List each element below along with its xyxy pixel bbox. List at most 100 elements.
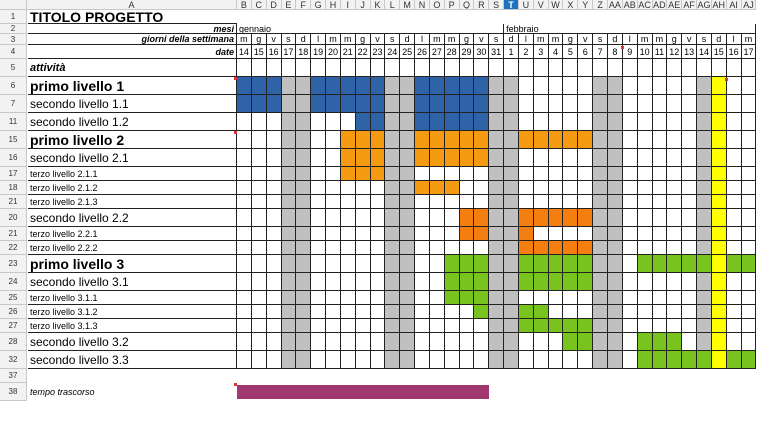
gantt-cell[interactable] (593, 195, 608, 209)
gantt-cell[interactable] (415, 227, 430, 241)
gantt-cell[interactable] (385, 77, 401, 95)
gantt-cell[interactable] (489, 333, 505, 351)
gantt-cell[interactable] (459, 95, 475, 113)
row-header[interactable]: 21 (0, 195, 27, 209)
gantt-cell[interactable] (281, 291, 297, 305)
column-header[interactable]: AE (667, 0, 683, 10)
row-header[interactable]: 4 (0, 45, 27, 59)
column-header[interactable]: R (474, 0, 490, 10)
weekday-cell[interactable]: m (340, 34, 356, 45)
gantt-cell[interactable] (251, 227, 267, 241)
gantt-cell[interactable] (667, 305, 683, 319)
gantt-cell[interactable] (741, 77, 757, 95)
column-header[interactable]: M (400, 0, 416, 10)
gantt-cell[interactable] (637, 319, 653, 333)
grid-cell[interactable] (652, 59, 668, 77)
gantt-cell[interactable] (533, 241, 549, 255)
gantt-cell[interactable] (237, 149, 252, 167)
gantt-cell[interactable] (251, 209, 267, 227)
gantt-cell[interactable] (622, 291, 638, 305)
gantt-cell[interactable] (370, 95, 386, 113)
gantt-cell[interactable] (489, 319, 505, 333)
gantt-cell[interactable] (608, 149, 623, 167)
gantt-cell[interactable] (296, 131, 312, 149)
gantt-cell[interactable] (518, 195, 534, 209)
gantt-cell[interactable] (266, 149, 282, 167)
gantt-cell[interactable] (281, 333, 297, 351)
date-cell[interactable]: 20 (326, 45, 341, 59)
gantt-cell[interactable] (548, 227, 564, 241)
gantt-cell[interactable] (608, 273, 623, 291)
gantt-cell[interactable] (608, 195, 623, 209)
column-header[interactable]: I (340, 0, 356, 10)
gantt-cell[interactable] (459, 333, 475, 351)
gantt-cell[interactable] (489, 305, 505, 319)
weekday-cell[interactable]: g (563, 34, 579, 45)
gantt-cell[interactable] (415, 351, 430, 369)
gantt-cell[interactable] (340, 319, 356, 333)
gantt-cell[interactable] (296, 209, 312, 227)
date-cell[interactable]: 16 (266, 45, 282, 59)
grid-cell[interactable] (311, 59, 327, 77)
gantt-cell[interactable] (326, 273, 341, 291)
date-cell[interactable]: 1 (504, 45, 519, 59)
gantt-cell[interactable] (251, 333, 267, 351)
gantt-cell[interactable] (296, 351, 312, 369)
gantt-cell[interactable] (385, 131, 401, 149)
gantt-cell[interactable] (637, 77, 653, 95)
weekday-cell[interactable]: v (682, 34, 698, 45)
gantt-cell[interactable] (281, 131, 297, 149)
gantt-cell[interactable] (608, 181, 623, 195)
weekday-cell[interactable]: m (741, 34, 757, 45)
gantt-cell[interactable] (311, 319, 327, 333)
gantt-cell[interactable] (608, 131, 623, 149)
gantt-cell[interactable] (266, 227, 282, 241)
gantt-cell[interactable] (311, 95, 327, 113)
gantt-cell[interactable] (637, 351, 653, 369)
gantt-cell[interactable] (578, 95, 594, 113)
gantt-cell[interactable] (518, 227, 534, 241)
gantt-cell[interactable] (622, 181, 638, 195)
gantt-cell[interactable] (444, 227, 460, 241)
gantt-cell[interactable] (400, 319, 416, 333)
gantt-cell[interactable] (682, 113, 698, 131)
gantt-cell[interactable] (578, 149, 594, 167)
gantt-cell[interactable] (266, 291, 282, 305)
gantt-cell[interactable] (548, 181, 564, 195)
gantt-cell[interactable] (518, 149, 534, 167)
row-header[interactable]: 15 (0, 131, 27, 149)
column-header[interactable]: D (266, 0, 282, 10)
gantt-cell[interactable] (667, 149, 683, 167)
gantt-cell[interactable] (697, 167, 712, 181)
gantt-cell[interactable] (563, 333, 579, 351)
gantt-cell[interactable] (622, 319, 638, 333)
gantt-cell[interactable] (504, 241, 519, 255)
grid-cell[interactable] (726, 59, 742, 77)
gantt-cell[interactable] (563, 95, 579, 113)
gantt-cell[interactable] (474, 181, 490, 195)
column-header[interactable]: AC (637, 0, 653, 10)
gantt-cell[interactable] (385, 319, 401, 333)
gantt-cell[interactable] (741, 149, 757, 167)
gantt-cell[interactable] (385, 227, 401, 241)
gantt-cell[interactable] (385, 149, 401, 167)
gantt-cell[interactable] (563, 255, 579, 273)
gantt-cell[interactable] (652, 113, 668, 131)
gantt-cell[interactable] (622, 351, 638, 369)
gantt-cell[interactable] (237, 195, 252, 209)
gantt-cell[interactable] (697, 77, 712, 95)
date-cell[interactable]: 3 (533, 45, 549, 59)
gantt-cell[interactable] (296, 255, 312, 273)
weekday-cell[interactable]: d (296, 34, 312, 45)
gantt-cell[interactable] (518, 333, 534, 351)
gantt-cell[interactable] (622, 305, 638, 319)
gantt-cell[interactable] (415, 209, 430, 227)
gantt-cell[interactable] (741, 113, 757, 131)
gantt-cell[interactable] (266, 195, 282, 209)
gantt-cell[interactable] (340, 209, 356, 227)
empty-label[interactable] (28, 369, 237, 383)
gantt-cell[interactable] (652, 181, 668, 195)
gantt-cell[interactable] (682, 131, 698, 149)
column-header[interactable]: K (370, 0, 386, 10)
gantt-cell[interactable] (311, 77, 327, 95)
